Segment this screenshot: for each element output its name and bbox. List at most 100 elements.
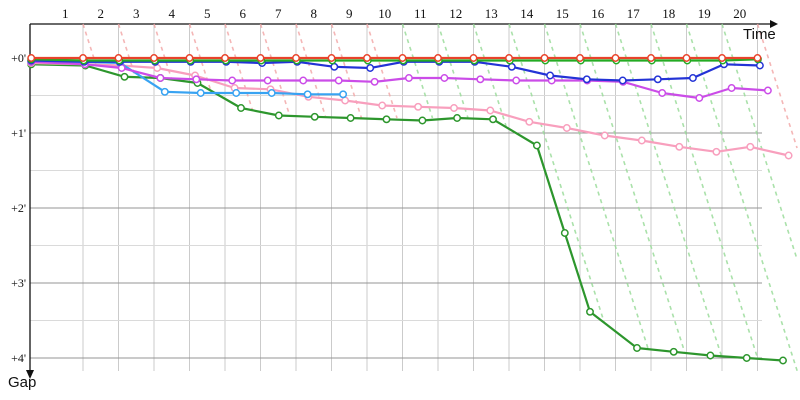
point-rider-blue: [546, 71, 555, 80]
point-leader-red: [292, 54, 300, 62]
point-rider-magenta: [228, 76, 237, 85]
point-rider-dark-green: [382, 115, 391, 124]
point-rider-pink: [414, 102, 423, 111]
point-rider-dark-green: [274, 111, 283, 120]
y-tick-0: +0': [11, 51, 26, 65]
point-rider-magenta: [156, 74, 165, 82]
x-tick-20: 20: [733, 6, 746, 21]
point-rider-cyan: [196, 89, 205, 97]
point-leader-red: [718, 54, 726, 62]
y-axis-title: Gap: [8, 374, 37, 391]
lap-guide-10: [401, 23, 434, 119]
point-rider-magenta: [763, 86, 772, 95]
point-leader-red: [611, 54, 620, 62]
x-tick-3: 3: [133, 6, 140, 21]
point-rider-dark-green: [120, 72, 129, 81]
x-tick-12: 12: [449, 6, 462, 21]
point-rider-magenta: [440, 74, 449, 82]
axes: [26, 20, 778, 379]
point-rider-magenta: [476, 75, 485, 84]
point-rider-cyan: [160, 87, 169, 96]
point-rider-dark-green: [669, 347, 678, 356]
point-rider-blue: [755, 61, 764, 70]
point-rider-blue: [618, 76, 627, 85]
point-leader-red: [185, 54, 194, 62]
point-rider-cyan: [303, 90, 312, 99]
x-tick-17: 17: [627, 6, 641, 21]
lap-guide-3: [153, 23, 172, 79]
lap-guide-12: [472, 23, 507, 127]
lap-guide-5: [224, 23, 254, 111]
point-rider-blue: [366, 64, 375, 72]
point-rider-blue: [330, 62, 339, 71]
point-rider-blue: [688, 74, 697, 82]
point-rider-dark-green: [706, 351, 715, 360]
lap-guide-9: [366, 23, 398, 119]
tick-labels: 1 2 3 4 5 6 7 8 9 10 11 12 13 14 15 16 17 18 19 20+0'+1'+2'…: [11, 6, 746, 365]
point-rider-pink: [675, 142, 684, 151]
x-tick-15: 15: [556, 6, 569, 21]
x-tick-1: 1: [62, 6, 69, 21]
lap-guide-11: [437, 23, 469, 119]
point-leader-red: [79, 54, 87, 62]
y-tick-4: +4': [11, 351, 26, 365]
point-leader-red: [505, 54, 513, 62]
point-leader-red: [27, 54, 36, 62]
point-rider-dark-green: [560, 229, 569, 237]
lap-guide-16: [614, 23, 723, 357]
point-rider-magenta: [299, 76, 308, 85]
lap-guide-18: [685, 23, 799, 373]
point-rider-magenta: [117, 64, 126, 72]
point-rider-magenta: [727, 84, 736, 92]
point-rider-magenta: [512, 76, 521, 85]
point-rider-dark-green: [237, 104, 245, 112]
point-leader-red: [647, 54, 655, 62]
point-rider-magenta: [404, 74, 413, 82]
series-leader-red: [27, 54, 762, 62]
point-rider-pink: [562, 124, 571, 132]
point-leader-red: [150, 54, 158, 62]
x-tick-5: 5: [204, 6, 211, 21]
point-rider-blue: [507, 62, 516, 71]
point-rider-dark-green: [346, 114, 355, 122]
lap-guide-7: [295, 23, 327, 117]
point-rider-magenta: [334, 76, 343, 85]
lap-guide-19: [721, 23, 799, 261]
x-tick-6: 6: [240, 6, 247, 21]
point-rider-magenta: [370, 77, 379, 86]
point-leader-red: [753, 54, 762, 62]
x-tick-14: 14: [520, 6, 534, 21]
point-rider-magenta: [192, 75, 201, 84]
point-leader-red: [434, 54, 442, 62]
x-tick-16: 16: [591, 6, 605, 21]
point-rider-dark-green: [310, 112, 319, 121]
point-rider-dark-green: [489, 115, 497, 124]
point-rider-cyan: [232, 89, 241, 97]
y-tick-2: +2': [11, 201, 26, 215]
point-leader-red: [576, 54, 584, 62]
point-rider-blue: [653, 75, 662, 84]
point-leader-red: [469, 54, 478, 62]
point-rider-pink: [712, 147, 721, 156]
point-rider-dark-green: [633, 344, 641, 352]
point-rider-cyan: [267, 89, 276, 97]
lap-guide-2: [117, 23, 136, 77]
point-rider-pink: [341, 96, 350, 105]
x-tick-10: 10: [378, 6, 391, 21]
point-rider-pink: [784, 151, 793, 160]
point-leader-red: [398, 54, 407, 62]
x-tick-19: 19: [698, 6, 711, 21]
point-rider-pink: [378, 101, 387, 110]
point-leader-red: [256, 54, 265, 62]
point-leader-red: [682, 54, 691, 62]
lap-guide-15: [579, 23, 686, 353]
point-rider-pink: [637, 136, 646, 145]
point-rider-magenta: [263, 76, 272, 85]
y-tick-3: +3': [11, 276, 26, 290]
point-rider-pink: [153, 64, 162, 72]
point-rider-pink: [525, 117, 534, 126]
x-tick-9: 9: [346, 6, 353, 21]
point-rider-dark-green: [532, 141, 541, 150]
